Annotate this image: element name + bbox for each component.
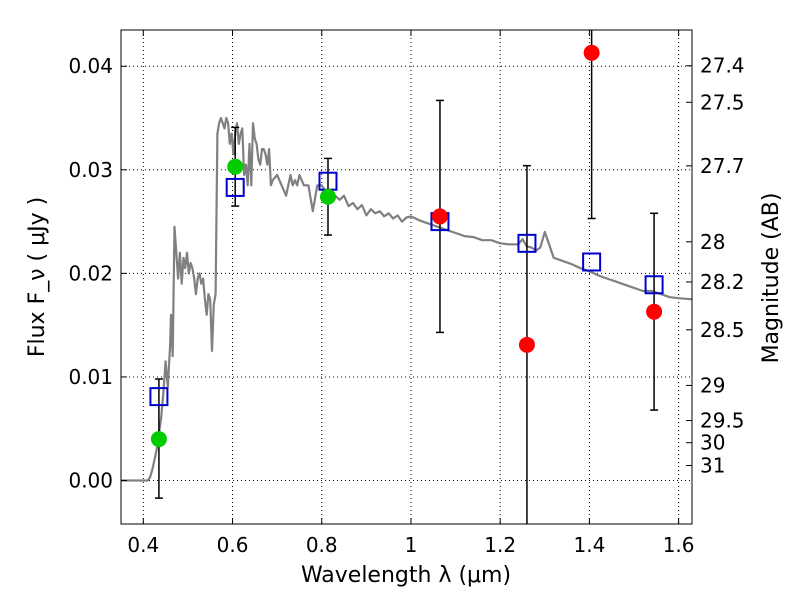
red-data-point — [431, 208, 448, 225]
green-data-point — [319, 188, 336, 205]
right-tick-label: 27.5 — [700, 90, 745, 114]
model-spectrum — [121, 116, 693, 482]
y-tick-label: 0.01 — [68, 365, 113, 389]
observed-points — [150, 44, 663, 448]
red-data-point — [646, 303, 663, 320]
green-data-point — [227, 158, 244, 175]
model-band-square — [517, 233, 537, 253]
y-tick-label: 0.04 — [68, 54, 113, 78]
right-axis-label: Magnitude (AB) — [759, 193, 784, 364]
right-tick-label: 28 — [700, 230, 725, 254]
x-tick-label: 0.4 — [127, 533, 159, 557]
right-tick-label: 27.7 — [700, 154, 745, 178]
model-band-square — [149, 387, 169, 407]
model-band-square — [644, 275, 664, 295]
plot-frame — [120, 29, 693, 525]
tick-labels: 0.4 0.6 0.8 1 1.2 1.4 1.6 0.00 0.01 0.02 0.03 0.04 2… — [68, 54, 744, 557]
right-tick-label: 31 — [700, 453, 725, 477]
x-tick-label: 0.8 — [306, 533, 338, 557]
model-spectrum-line — [121, 116, 693, 482]
y-axis-label: Flux F_ν ( μJy ) — [25, 197, 50, 357]
x-tick-label: 1.4 — [573, 533, 605, 557]
x-tick-label: 1.2 — [484, 533, 516, 557]
right-tick-label: 29 — [700, 373, 725, 397]
model-band-square — [225, 177, 245, 197]
x-axis-label: Wavelength λ (μm) — [301, 563, 511, 588]
model-band-square — [582, 252, 602, 272]
y-tick-label: 0.03 — [68, 158, 113, 182]
model-band-squares — [149, 171, 664, 407]
right-tick-label: 27.4 — [700, 54, 745, 78]
right-tick-label: 28.2 — [700, 270, 745, 294]
right-tick-label: 28.5 — [700, 318, 745, 342]
y-tick-label: 0.02 — [68, 261, 113, 285]
right-tick-label: 30 — [700, 431, 725, 455]
red-data-point — [518, 336, 535, 353]
x-tick-label: 0.6 — [217, 533, 249, 557]
right-tick-label: 29.5 — [700, 409, 745, 433]
x-tick-label: 1 — [405, 533, 418, 557]
x-tick-label: 1.6 — [663, 533, 695, 557]
y-tick-label: 0.00 — [68, 469, 113, 493]
axes — [120, 29, 693, 525]
red-data-point — [583, 44, 600, 61]
green-data-point — [150, 431, 167, 448]
